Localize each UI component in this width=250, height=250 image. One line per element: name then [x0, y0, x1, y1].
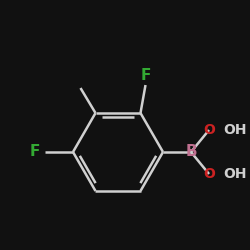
Text: B: B — [185, 144, 197, 160]
Text: OH: OH — [223, 167, 246, 181]
Text: O: O — [203, 123, 215, 137]
Text: O: O — [203, 167, 215, 181]
Text: F: F — [30, 144, 40, 160]
Text: OH: OH — [223, 123, 246, 137]
Text: F: F — [140, 68, 151, 82]
